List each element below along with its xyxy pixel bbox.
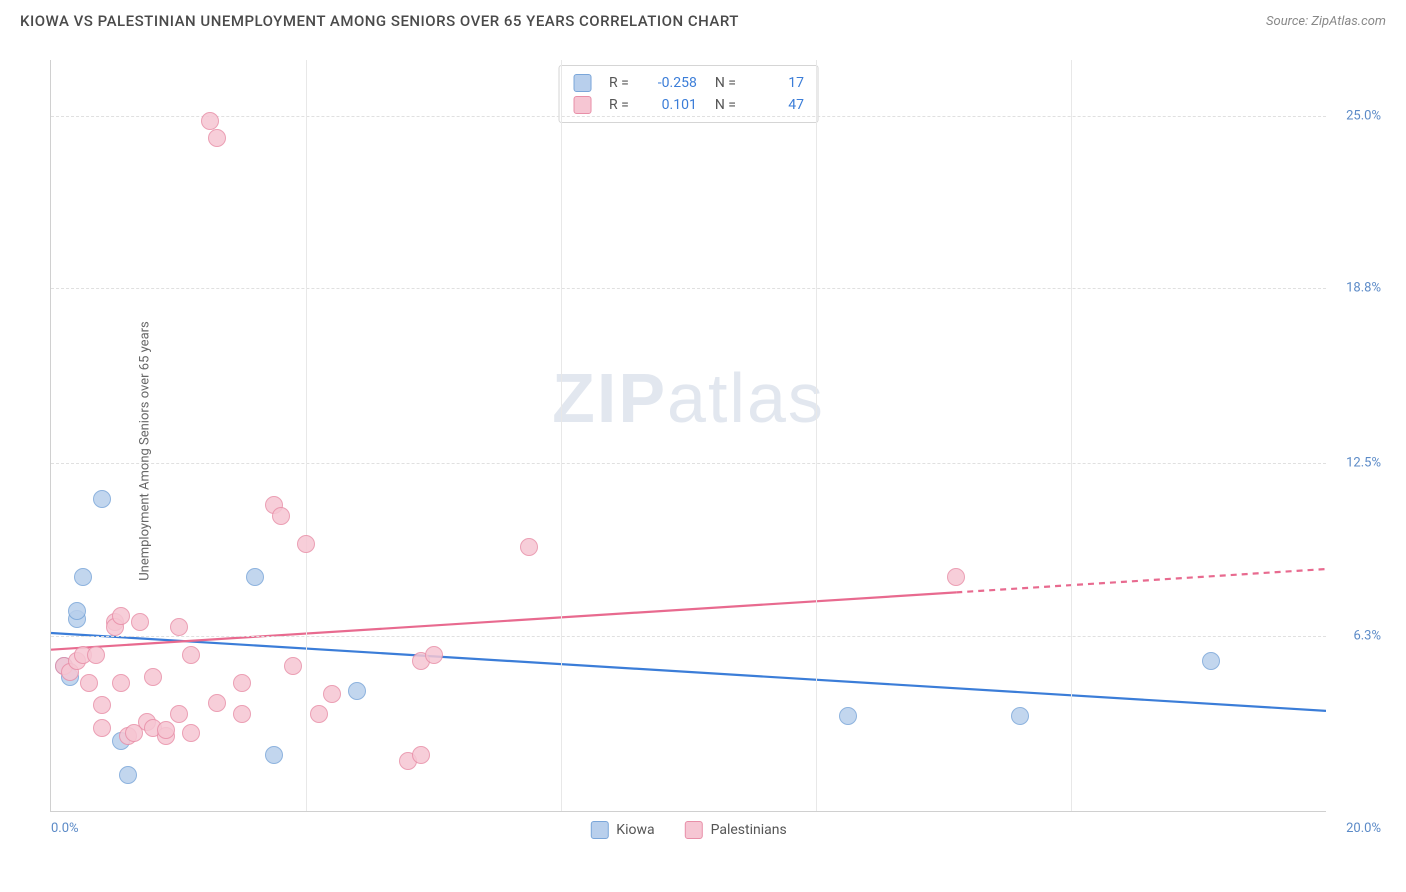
x-tick-max: 20.0% xyxy=(1346,821,1381,836)
scatter-point xyxy=(272,507,290,525)
scatter-point xyxy=(68,602,86,620)
scatter-point xyxy=(93,719,111,737)
grid-h xyxy=(51,116,1326,117)
scatter-point xyxy=(323,685,341,703)
stats-box: R = -0.258 N = 17 R = 0.101 N = 47 xyxy=(558,65,819,123)
watermark: ZIPatlas xyxy=(552,358,825,438)
grid-h xyxy=(51,288,1326,289)
scatter-point xyxy=(74,568,92,586)
scatter-point xyxy=(233,705,251,723)
plot-area: ZIPatlas R =-0.258N =17R =0.101N =47 0.0… xyxy=(50,60,1326,812)
scatter-point xyxy=(208,694,226,712)
y-tick-label: 25.0% xyxy=(1346,108,1381,123)
y-tick-label: 6.3% xyxy=(1353,628,1381,643)
scatter-point xyxy=(284,657,302,675)
scatter-point xyxy=(348,682,366,700)
scatter-point xyxy=(112,607,130,625)
watermark-light: atlas xyxy=(667,359,825,437)
stats-r-value: 0.101 xyxy=(647,97,697,113)
watermark-bold: ZIP xyxy=(552,359,667,437)
scatter-point xyxy=(947,568,965,586)
grid-h xyxy=(51,636,1326,637)
y-tick-label: 12.5% xyxy=(1346,456,1381,471)
scatter-point xyxy=(1202,652,1220,670)
scatter-point xyxy=(182,724,200,742)
stats-n-value: 47 xyxy=(754,97,804,113)
scatter-point xyxy=(310,705,328,723)
grid-h xyxy=(51,463,1326,464)
scatter-point xyxy=(80,674,98,692)
legend-item: Kiowa xyxy=(590,821,654,839)
stats-n-value: 17 xyxy=(754,75,804,91)
scatter-point xyxy=(93,696,111,714)
scatter-point xyxy=(233,674,251,692)
scatter-point xyxy=(520,538,538,556)
legend-swatch xyxy=(590,821,608,839)
scatter-point xyxy=(201,112,219,130)
y-tick-label: 18.8% xyxy=(1346,281,1381,296)
legend-bottom: Kiowa Palestinians xyxy=(590,821,786,839)
legend-swatch xyxy=(685,821,703,839)
scatter-point xyxy=(246,568,264,586)
stats-swatch xyxy=(573,96,591,114)
chart-title: KIOWA VS PALESTINIAN UNEMPLOYMENT AMONG … xyxy=(20,12,739,30)
scatter-point xyxy=(839,707,857,725)
stats-n-label: N = xyxy=(715,97,736,113)
scatter-point xyxy=(265,746,283,764)
scatter-point xyxy=(93,490,111,508)
scatter-point xyxy=(1011,707,1029,725)
stats-swatch xyxy=(573,74,591,92)
scatter-point xyxy=(157,721,175,739)
trend-lines-svg xyxy=(51,60,1326,811)
stats-r-label: R = xyxy=(609,75,629,91)
scatter-point xyxy=(425,646,443,664)
scatter-point xyxy=(170,618,188,636)
stats-row: R = 0.101 N = 47 xyxy=(573,94,804,116)
grid-v xyxy=(306,60,307,811)
scatter-point xyxy=(170,705,188,723)
stats-r-value: -0.258 xyxy=(647,75,697,91)
scatter-point xyxy=(112,674,130,692)
x-tick-min: 0.0% xyxy=(51,821,79,836)
scatter-point xyxy=(412,746,430,764)
chart-container: Unemployment Among Seniors over 65 years… xyxy=(50,60,1386,842)
stats-row: R = -0.258 N = 17 xyxy=(573,72,804,94)
scatter-point xyxy=(87,646,105,664)
scatter-point xyxy=(119,766,137,784)
chart-header: KIOWA VS PALESTINIAN UNEMPLOYMENT AMONG … xyxy=(0,0,1406,38)
grid-v xyxy=(816,60,817,811)
grid-v xyxy=(1071,60,1072,811)
chart-source: Source: ZipAtlas.com xyxy=(1266,14,1386,29)
stats-n-label: N = xyxy=(715,75,736,91)
scatter-point xyxy=(131,613,149,631)
legend-label: Kiowa xyxy=(616,822,654,838)
grid-v xyxy=(561,60,562,811)
scatter-point xyxy=(144,668,162,686)
scatter-point xyxy=(208,129,226,147)
legend-label: Palestinians xyxy=(711,822,787,838)
legend-item: Palestinians xyxy=(685,821,787,839)
stats-r-label: R = xyxy=(609,97,629,113)
scatter-point xyxy=(297,535,315,553)
scatter-point xyxy=(182,646,200,664)
